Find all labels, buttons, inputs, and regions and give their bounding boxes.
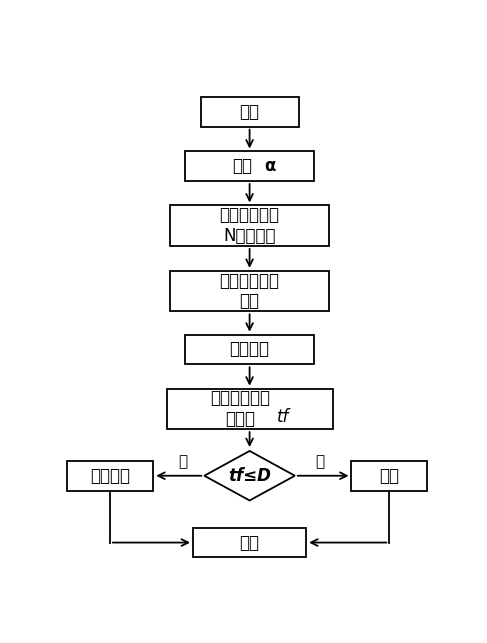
Text: 结束: 结束 (240, 534, 260, 552)
Bar (201, 97, 299, 127)
Bar (167, 388, 333, 429)
Bar (186, 152, 314, 181)
Text: α: α (264, 158, 276, 176)
Text: 报错: 报错 (379, 467, 399, 485)
Text: 读取: 读取 (232, 158, 252, 176)
Text: tf: tf (278, 408, 290, 426)
Text: 任务执行: 任务执行 (90, 467, 130, 485)
Polygon shape (205, 451, 295, 500)
Text: 否: 否 (315, 455, 324, 469)
Bar (193, 528, 306, 557)
Bar (170, 271, 329, 311)
Bar (352, 461, 427, 491)
Text: 任务切分: 任务切分 (229, 341, 270, 358)
Bar (186, 334, 314, 365)
Text: 求出系统的调
度长度: 求出系统的调 度长度 (210, 390, 270, 428)
Text: 将任务分配到
N个处理器: 将任务分配到 N个处理器 (220, 206, 280, 245)
Text: 确定任务执行
顺序: 确定任务执行 顺序 (220, 271, 280, 311)
Text: 开始: 开始 (240, 103, 260, 121)
Text: 是: 是 (178, 455, 187, 469)
Bar (170, 205, 329, 246)
Bar (67, 461, 153, 491)
Text: tf≤D: tf≤D (228, 467, 271, 485)
